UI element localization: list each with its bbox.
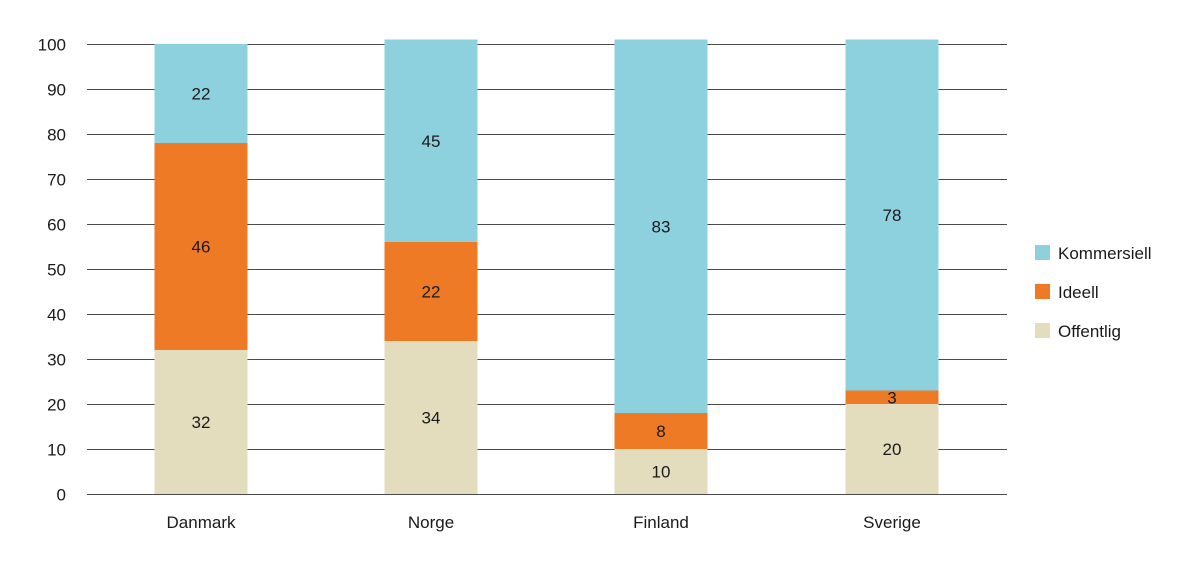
bar-segment-ideell-finland: [614, 413, 708, 449]
bar-segment-ideell-danmark: [154, 143, 248, 350]
data-label: 46: [192, 238, 211, 257]
legend-swatch-offentlig: [1035, 323, 1050, 338]
y-tick-label: 30: [47, 351, 66, 370]
y-tick-label: 20: [47, 396, 66, 415]
x-category-label: Norge: [408, 513, 454, 532]
y-tick-label: 60: [47, 216, 66, 235]
bar-segment-ideell-sverige: [845, 390, 939, 404]
bar-segment-ideell-norge: [384, 242, 478, 341]
data-label: 10: [652, 463, 671, 482]
y-tick-label: 70: [47, 171, 66, 190]
x-category-label: Sverige: [863, 513, 921, 532]
y-tick-label: 100: [38, 36, 66, 55]
bar-segment-kommersiell-norge: [384, 39, 478, 242]
legend: Kommersiell Ideell Offentlig: [1035, 244, 1152, 341]
bars: [154, 39, 939, 494]
data-label: 22: [192, 85, 211, 104]
x-category-label: Danmark: [167, 513, 236, 532]
legend-label-offentlig: Offentlig: [1058, 322, 1121, 341]
x-axis-categories: Danmark Norge Finland Sverige: [167, 513, 921, 532]
bar-segment-offentlig-finland: [614, 449, 708, 494]
y-tick-label: 10: [47, 441, 66, 460]
y-tick-label: 0: [57, 486, 66, 505]
data-label: 78: [883, 206, 902, 225]
y-tick-label: 40: [47, 306, 66, 325]
legend-swatch-ideell: [1035, 284, 1050, 299]
y-tick-label: 80: [47, 126, 66, 145]
bar-segment-kommersiell-finland: [614, 39, 708, 413]
y-tick-label: 50: [47, 261, 66, 280]
x-category-label: Finland: [633, 513, 689, 532]
bar-segment-kommersiell-sverige: [845, 39, 939, 391]
bar-segment-kommersiell-danmark: [154, 44, 248, 143]
data-label: 34: [422, 409, 441, 428]
data-label: 22: [422, 283, 441, 302]
data-labels: 32 46 22 34 22 45 10 8 83 20 3 78: [192, 85, 902, 482]
data-label: 8: [656, 422, 665, 441]
data-label: 83: [652, 217, 671, 236]
bar-segment-offentlig-sverige: [845, 404, 939, 494]
data-label: 3: [887, 388, 896, 407]
data-label: 32: [192, 413, 211, 432]
legend-label-kommersiell: Kommersiell: [1058, 244, 1152, 263]
bar-segment-offentlig-danmark: [154, 350, 248, 494]
data-label: 20: [883, 440, 902, 459]
legend-label-ideell: Ideell: [1058, 283, 1099, 302]
y-tick-label: 90: [47, 81, 66, 100]
data-label: 45: [422, 132, 441, 151]
bar-segment-offentlig-norge: [384, 341, 478, 494]
y-axis-ticks: 0 10 20 30 40 50 60 70 80 90 100: [38, 36, 66, 505]
legend-swatch-kommersiell: [1035, 245, 1050, 260]
